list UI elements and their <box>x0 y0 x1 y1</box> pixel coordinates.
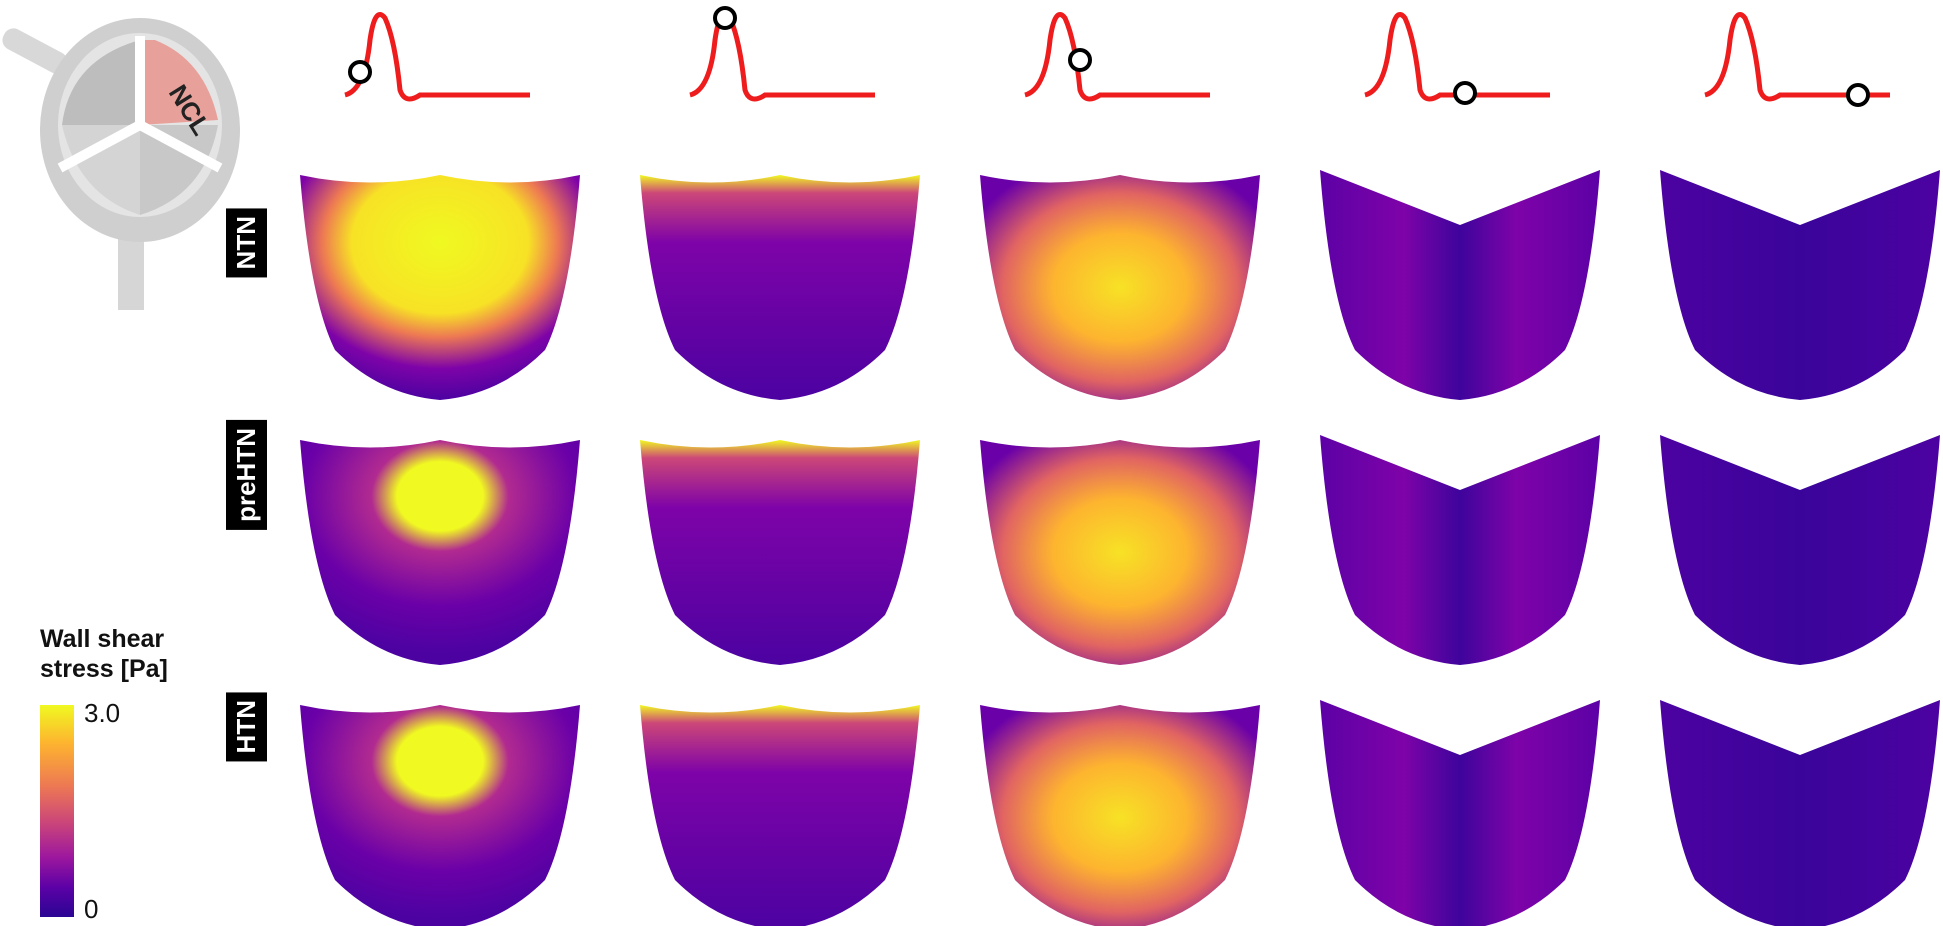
leaflet-ntn-t4 <box>1320 170 1600 400</box>
time-marker <box>1846 83 1870 107</box>
leaflet-prehtn-t1 <box>300 440 580 665</box>
leaflet-htn-t2 <box>640 705 920 926</box>
leaflet-htn-t4 <box>1320 700 1600 926</box>
waveform-t5 <box>1704 12 1890 107</box>
leaflet-htn-t5 <box>1660 700 1940 926</box>
leaflet-htn-t3 <box>980 705 1260 926</box>
leaflet-ntn-t3 <box>980 175 1260 400</box>
leaflet-ntn-t1 <box>300 175 580 400</box>
leaflet-ntn-t2 <box>640 175 920 400</box>
aortic-valve-illustration: NCL <box>0 0 240 320</box>
time-marker <box>1453 81 1477 105</box>
waveform-t4 <box>1364 12 1550 105</box>
leaflet-prehtn-t4 <box>1320 435 1600 665</box>
leaflet-htn-t1 <box>300 705 580 926</box>
legend-title: Wall shear stress [Pa] <box>40 625 168 683</box>
leaflet-ntn-t5 <box>1660 170 1940 400</box>
waveform-t3 <box>1024 12 1210 102</box>
ncl-leaflet-highlight <box>140 40 218 125</box>
time-marker <box>348 60 372 84</box>
waveform-t1 <box>344 12 530 102</box>
colorbar-min-label: 0 <box>84 894 99 924</box>
leaflet-prehtn-t3 <box>980 440 1260 665</box>
time-marker <box>713 6 737 30</box>
waveform-t2 <box>689 6 875 102</box>
leaflet-prehtn-t2 <box>640 440 920 665</box>
colorbar-max-label: 3.0 <box>84 698 121 728</box>
leaflet-prehtn-t5 <box>1660 435 1940 665</box>
colorbar <box>40 705 74 917</box>
time-marker <box>1068 48 1092 72</box>
